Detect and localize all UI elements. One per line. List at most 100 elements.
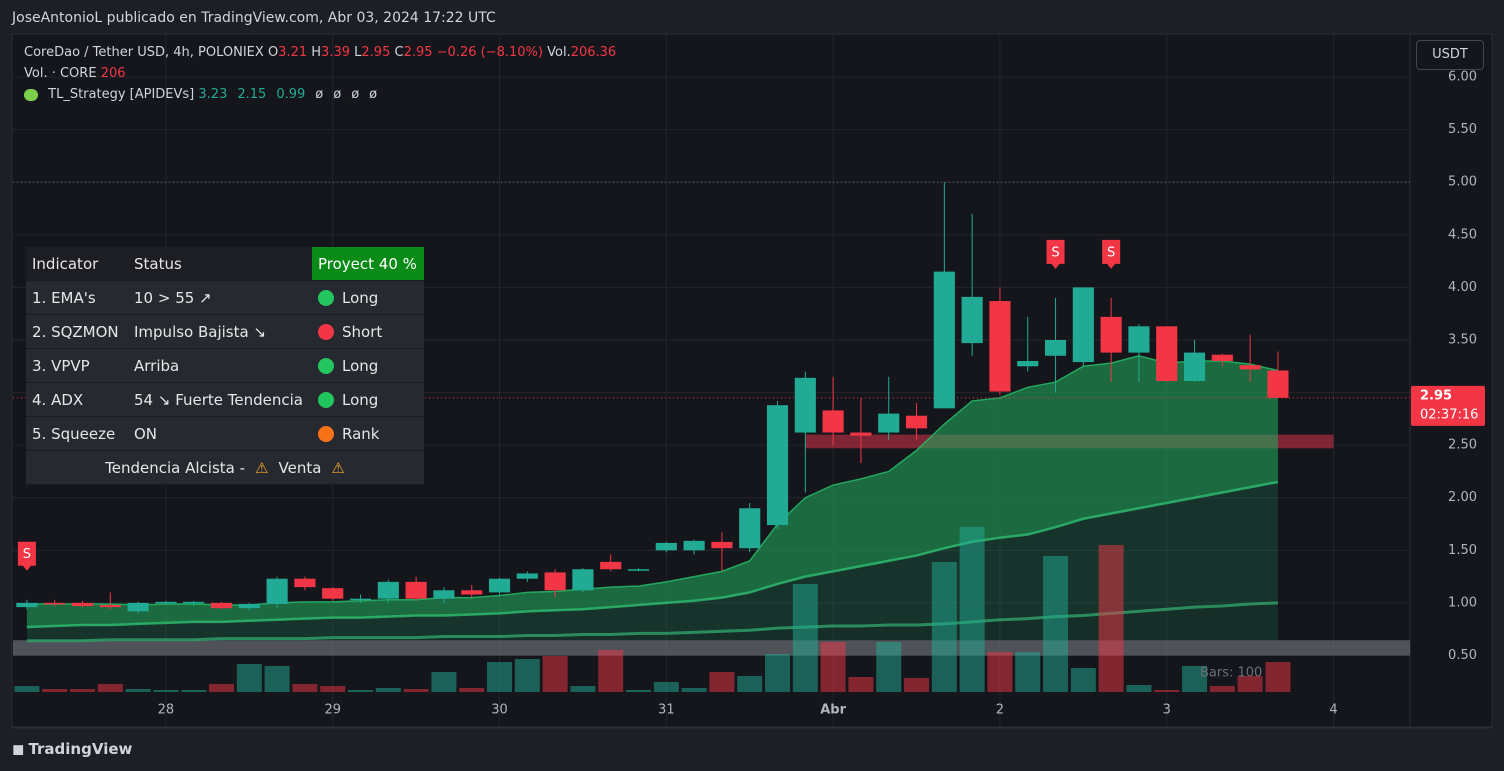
- y-tick-label: 1.00: [1448, 595, 1477, 610]
- y-tick-label: 0.50: [1448, 648, 1477, 663]
- candle-body: [294, 578, 316, 588]
- candle-body: [683, 540, 705, 551]
- symbol: CoreDao / Tether USD, 4h, POLONIEX: [24, 45, 264, 60]
- signal-marker: [1046, 239, 1065, 269]
- volume-bar: [1182, 666, 1208, 692]
- volume-bar: [820, 642, 846, 692]
- volume-bar: [348, 690, 374, 692]
- ohlc-value: 2.95: [403, 45, 433, 60]
- candle-body: [544, 572, 566, 591]
- volume-bar: [181, 690, 207, 692]
- candle-body: [99, 605, 121, 608]
- table-header: Status: [128, 247, 312, 281]
- strategy-value: 0.99: [276, 87, 306, 102]
- volume-bar: [69, 689, 96, 692]
- indicator-table: Indicator Status Proyect 40 % 1. EMA's 10…: [26, 247, 424, 485]
- volume-bar: [792, 584, 818, 692]
- volume-bar: [431, 672, 457, 692]
- table-header: Indicator: [26, 247, 128, 281]
- x-tick-label: 2: [996, 703, 1004, 718]
- volume-bar: [737, 676, 763, 692]
- candle-body: [961, 296, 983, 344]
- volume-bar: [1154, 690, 1180, 692]
- candle-body: [572, 569, 594, 591]
- volume-bar: [403, 689, 429, 692]
- table-footer: Tendencia Alcista - ⚠ Venta ⚠: [26, 450, 424, 485]
- y-tick-label: 2.50: [1448, 438, 1477, 453]
- volume-bar: [292, 684, 318, 692]
- strategy-value: ø: [369, 87, 378, 102]
- candle-body: [1017, 361, 1039, 367]
- volume-bar: [1098, 545, 1124, 692]
- cell-text: Impulso Bajista ↘: [134, 322, 267, 341]
- candle-body: [1100, 316, 1122, 353]
- candle-body: [488, 578, 511, 593]
- y-tick-label: 1.50: [1448, 543, 1477, 558]
- cell-text: Long: [342, 390, 379, 409]
- candle-body: [266, 578, 288, 604]
- volume-bar: [1126, 685, 1152, 692]
- table-footer-row: Tendencia Alcista - ⚠ Venta ⚠: [26, 450, 424, 485]
- cell-text: 1. EMA's: [32, 288, 96, 307]
- y-tick-label: 5.50: [1448, 122, 1477, 137]
- indicator-line: [26, 354, 1279, 606]
- cell-text: 3. VPVP: [32, 356, 90, 375]
- strategy-value: ø: [315, 87, 324, 102]
- status-dot: [318, 392, 334, 408]
- candle-body: [433, 590, 455, 599]
- y-tick-label: 6.00: [1448, 70, 1477, 85]
- cell-text: 5. Squeeze: [32, 424, 116, 443]
- candle-body: [1044, 339, 1067, 356]
- volume-bar: [598, 650, 624, 692]
- ohlc-label: C: [394, 45, 404, 60]
- candle-body: [822, 410, 844, 433]
- volume-bar: [1265, 662, 1291, 692]
- table-cell: 5. Squeeze: [26, 416, 128, 451]
- y-tick-label: 5.00: [1448, 175, 1477, 190]
- candle-body: [71, 602, 94, 607]
- ohlc-value: 3.39: [321, 45, 350, 60]
- table-row: 4. ADX 54 ↘ Fuerte Tendencia Long: [26, 382, 424, 417]
- candle-body: [238, 603, 260, 609]
- x-tick-label: 3: [1163, 703, 1171, 718]
- candle-body: [1128, 326, 1150, 353]
- volume-bar: [1043, 556, 1069, 692]
- table-row: 5. Squeeze ON Rank: [26, 416, 424, 451]
- cell-text: 10 > 55 ↗: [134, 288, 212, 307]
- volume-bar: [904, 678, 930, 692]
- status-dot: [318, 324, 334, 340]
- volume-bar: [42, 689, 68, 692]
- candle-body: [16, 602, 38, 608]
- cell-text: Long: [342, 288, 379, 307]
- volume-bar: [459, 688, 485, 692]
- volume-bar: [97, 684, 123, 692]
- candle-body: [127, 602, 149, 612]
- signal-label: S: [1107, 245, 1115, 260]
- volume-bar: [987, 652, 1013, 692]
- volume-bar: [931, 562, 957, 692]
- volume-bar: [153, 690, 179, 692]
- candle-body: [989, 301, 1011, 392]
- currency-button[interactable]: USDT: [1416, 40, 1484, 70]
- cell-text: 2. SQZMON: [32, 322, 119, 341]
- footer-text: ⚠: [331, 458, 345, 477]
- candle-body: [1072, 287, 1094, 363]
- candle-body: [349, 598, 372, 601]
- y-tick-label: 2.00: [1448, 490, 1477, 505]
- candle-body: [516, 573, 538, 579]
- tradingview-logo[interactable]: ◼ TradingView: [12, 740, 132, 758]
- table-cell: 3. VPVP: [26, 348, 128, 383]
- last-price-label: 2.95: [1420, 388, 1452, 403]
- x-tick-label: 28: [158, 703, 175, 718]
- table-cell: Long: [312, 382, 424, 417]
- candle-body: [850, 432, 872, 436]
- band-fill: [26, 355, 1278, 628]
- candle-body: [766, 405, 789, 526]
- signal-marker: [17, 541, 36, 571]
- vol-value: 206.36: [570, 45, 617, 60]
- bars-label: Bars: 100: [1200, 666, 1262, 681]
- candle-body: [461, 590, 483, 595]
- volume-bar: [14, 686, 40, 692]
- footer-text: ⚠: [255, 458, 269, 477]
- volume-bar: [487, 662, 513, 692]
